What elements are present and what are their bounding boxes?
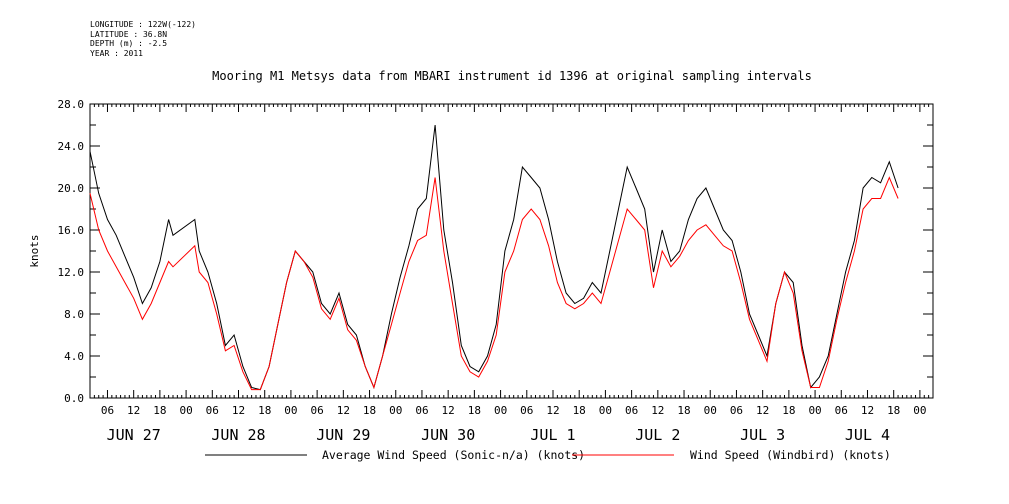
x-axis: 06 12 18 00 06 12 18 00 06 12 18 00 06 12 18 00 06 12 18 00… [89, 104, 934, 444]
x-hour-label: 18 [363, 404, 376, 417]
legend-label-0: Average Wind Speed (Sonic-n/a) (knots) [322, 448, 585, 462]
metadata-block: LONGITUDE : 122W(-122) LATITUDE : 36.8N … [90, 20, 196, 58]
x-hour-label: 00 [389, 404, 402, 417]
x-day-label: JUN 29 [316, 426, 370, 444]
x-hour-label: 00 [599, 404, 612, 417]
x-hour-label: 00 [179, 404, 192, 417]
x-day-label: JUL 2 [635, 426, 680, 444]
x-hour-label: 06 [311, 404, 324, 417]
x-hour-label: 00 [913, 404, 926, 417]
x-hour-label: 12 [756, 404, 769, 417]
y-tick-label: 24.0 [58, 140, 85, 153]
x-hour-label: 00 [284, 404, 297, 417]
x-hour-label: 12 [546, 404, 559, 417]
y-tick-label: 4.0 [64, 350, 84, 363]
x-day-label: JUL 3 [740, 426, 785, 444]
x-hour-label: 18 [677, 404, 690, 417]
series-line-1 [89, 176, 899, 391]
series-line-0 [89, 124, 899, 391]
x-hour-label: 18 [258, 404, 271, 417]
y-tick-label: 16.0 [58, 224, 85, 237]
x-hour-label: 06 [730, 404, 743, 417]
x-hour-label: 06 [625, 404, 638, 417]
x-hour-label: 18 [153, 404, 166, 417]
depth-label: DEPTH (m) : -2.5 [90, 39, 168, 48]
x-hour-label: 12 [232, 404, 245, 417]
x-hour-label: 12 [337, 404, 350, 417]
y-tick-label: 12.0 [58, 266, 85, 279]
x-day-label: JUL 4 [845, 426, 890, 444]
x-hour-label: 12 [651, 404, 664, 417]
x-hour-label: 06 [835, 404, 848, 417]
plot-frame [89, 103, 934, 399]
year-label: YEAR : 2011 [90, 48, 143, 58]
series-layer [89, 124, 899, 391]
x-hour-label: 06 [415, 404, 428, 417]
x-hour-label: 12 [861, 404, 874, 417]
x-hour-label: 06 [206, 404, 219, 417]
x-hour-label: 06 [101, 404, 114, 417]
legend: Average Wind Speed (Sonic-n/a) (knots) Wi… [205, 448, 891, 462]
x-day-label: JUL 1 [530, 426, 575, 444]
x-hour-label: 12 [442, 404, 455, 417]
x-hour-label: 00 [808, 404, 821, 417]
y-tick-label: 0.0 [64, 392, 84, 405]
x-day-label: JUN 27 [107, 426, 161, 444]
x-hour-label: 18 [573, 404, 586, 417]
y-tick-label: 20.0 [58, 182, 85, 195]
x-hour-label: 00 [704, 404, 717, 417]
latitude-label: LATITUDE : 36.8N [90, 29, 168, 39]
x-day-label: JUN 28 [211, 426, 265, 444]
x-hour-label: 18 [782, 404, 795, 417]
x-day-label: JUN 30 [421, 426, 475, 444]
x-hour-label: 18 [887, 404, 900, 417]
y-axis-label: knots [28, 234, 41, 267]
y-tick-label: 8.0 [64, 308, 84, 321]
y-tick-label: 28.0 [58, 98, 85, 111]
y-axis: 0.0 4.0 8.0 12.0 16.0 20.0 24.0 28.0 [58, 98, 933, 405]
x-hour-label: 06 [520, 404, 533, 417]
longitude-label: LONGITUDE : 122W(-122) [90, 20, 196, 29]
x-hour-label: 18 [468, 404, 481, 417]
x-hour-label: 12 [127, 404, 140, 417]
x-hour-label: 00 [494, 404, 507, 417]
legend-label-1: Wind Speed (Windbird) (knots) [690, 448, 891, 462]
chart-title: Mooring M1 Metsys data from MBARI instru… [212, 69, 812, 83]
